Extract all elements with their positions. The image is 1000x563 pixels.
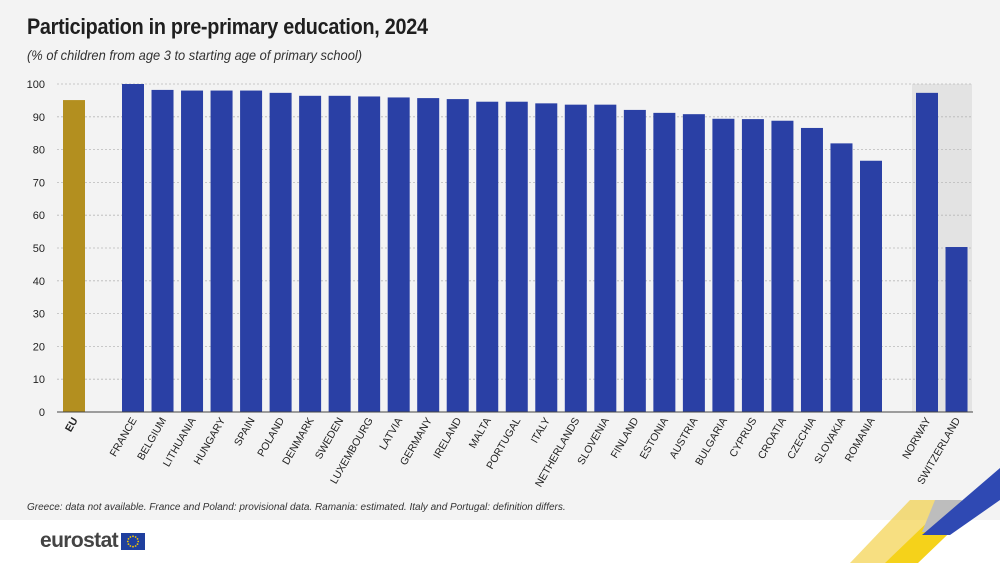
- bar-germany[interactable]: [417, 98, 440, 412]
- x-tick-label-cyprus: CYPRUS: [727, 416, 759, 460]
- bar-hungary[interactable]: [210, 90, 233, 412]
- bar-denmark[interactable]: [299, 95, 322, 413]
- y-tick-label: 0: [39, 407, 45, 419]
- bar-norway[interactable]: [916, 92, 938, 412]
- x-tick-label-estonia: ESTONIA: [638, 416, 671, 462]
- bar-switzerland[interactable]: [945, 247, 968, 412]
- x-tick-label-eu: EU: [63, 416, 81, 435]
- x-tick-label-romania: ROMANIA: [843, 416, 878, 464]
- bar-finland[interactable]: [623, 109, 646, 413]
- bar-slovenia[interactable]: [594, 104, 617, 412]
- x-tick-label-poland: POLAND: [255, 415, 287, 459]
- bar-france[interactable]: [122, 84, 144, 412]
- chart-title: Participation in pre-primary education, …: [27, 14, 428, 39]
- y-tick-label: 50: [33, 243, 45, 255]
- flag-star: [137, 540, 140, 542]
- y-tick-label: 10: [33, 374, 45, 386]
- bar-luxembourg[interactable]: [358, 96, 381, 413]
- bar-poland[interactable]: [269, 92, 292, 412]
- bar-belgium[interactable]: [151, 89, 174, 413]
- bar-lithuania[interactable]: [181, 90, 204, 412]
- flag-star: [129, 535, 132, 538]
- bar-czechia[interactable]: [800, 127, 823, 413]
- flag-star: [134, 535, 137, 538]
- x-tick-label-czechia: CZECHIA: [785, 416, 818, 462]
- y-tick-label: 70: [33, 177, 45, 189]
- bar-bulgaria[interactable]: [712, 118, 735, 412]
- bars: [63, 84, 968, 413]
- bar-latvia[interactable]: [387, 97, 410, 412]
- y-tick-label: 90: [33, 112, 45, 124]
- flag-star: [136, 537, 139, 540]
- x-tick-label-sweden: SWEDEN: [313, 416, 346, 462]
- decorative-corner-ribbon: [850, 468, 1000, 563]
- logo-text: eurostat: [40, 529, 119, 552]
- bar-austria[interactable]: [682, 114, 705, 413]
- footer-band: [0, 520, 1000, 563]
- bar-cyprus[interactable]: [741, 119, 764, 412]
- bar-estonia[interactable]: [653, 112, 676, 412]
- flag-star: [127, 542, 130, 545]
- bar-romania[interactable]: [860, 160, 882, 412]
- bar-italy[interactable]: [535, 103, 558, 413]
- flag-star: [129, 544, 132, 547]
- bar-netherlands[interactable]: [564, 104, 587, 412]
- bar-croatia[interactable]: [771, 120, 794, 413]
- bar-portugal[interactable]: [505, 101, 528, 412]
- x-tick-label-malta: MALTA: [467, 416, 494, 451]
- bar-ireland[interactable]: [446, 99, 469, 412]
- y-tick-label: 80: [33, 145, 45, 157]
- x-tick-label-austria: AUSTRIA: [667, 416, 700, 461]
- x-tick-label-finland: FINLAND: [609, 415, 642, 460]
- eurostat-logo[interactable]: eurostat: [40, 529, 146, 553]
- flag-star: [127, 537, 130, 540]
- x-tick-label-latvia: LATVIA: [377, 416, 405, 453]
- flag-star: [126, 540, 129, 542]
- x-tick-label-belgium: BELGIUM: [135, 416, 169, 463]
- chart-subtitle: (% of children from age 3 to starting ag…: [27, 47, 363, 63]
- bar-malta[interactable]: [476, 101, 499, 412]
- bar-slovakia[interactable]: [830, 143, 853, 413]
- bar-sweden[interactable]: [328, 95, 351, 413]
- bar-eu[interactable]: [63, 100, 85, 413]
- y-axis-ticks: 0 10 20 30 40 50 60 70 80 90 100: [27, 79, 45, 419]
- flag-star: [134, 544, 137, 547]
- x-tick-label-croatia: CROATIA: [756, 416, 789, 462]
- x-tick-label-spain: SPAIN: [232, 416, 258, 449]
- y-tick-label: 100: [27, 79, 45, 91]
- flag-star: [132, 545, 134, 548]
- x-tick-label-italy: ITALY: [529, 416, 553, 446]
- y-tick-label: 40: [33, 276, 45, 288]
- y-tick-label: 30: [33, 309, 45, 321]
- flag-star: [136, 542, 139, 545]
- y-tick-label: 20: [33, 341, 45, 353]
- footnote: Greece: data not available. France and P…: [27, 502, 566, 513]
- eu-flag-icon: [121, 532, 146, 550]
- x-tick-label-france: FRANCE: [108, 416, 140, 459]
- bar-spain[interactable]: [240, 90, 263, 412]
- x-tick-label-norway: NORWAY: [900, 416, 933, 462]
- x-tick-label-ireland: IRELAND: [431, 415, 464, 461]
- flag-star: [132, 534, 134, 537]
- y-tick-label: 60: [33, 210, 45, 222]
